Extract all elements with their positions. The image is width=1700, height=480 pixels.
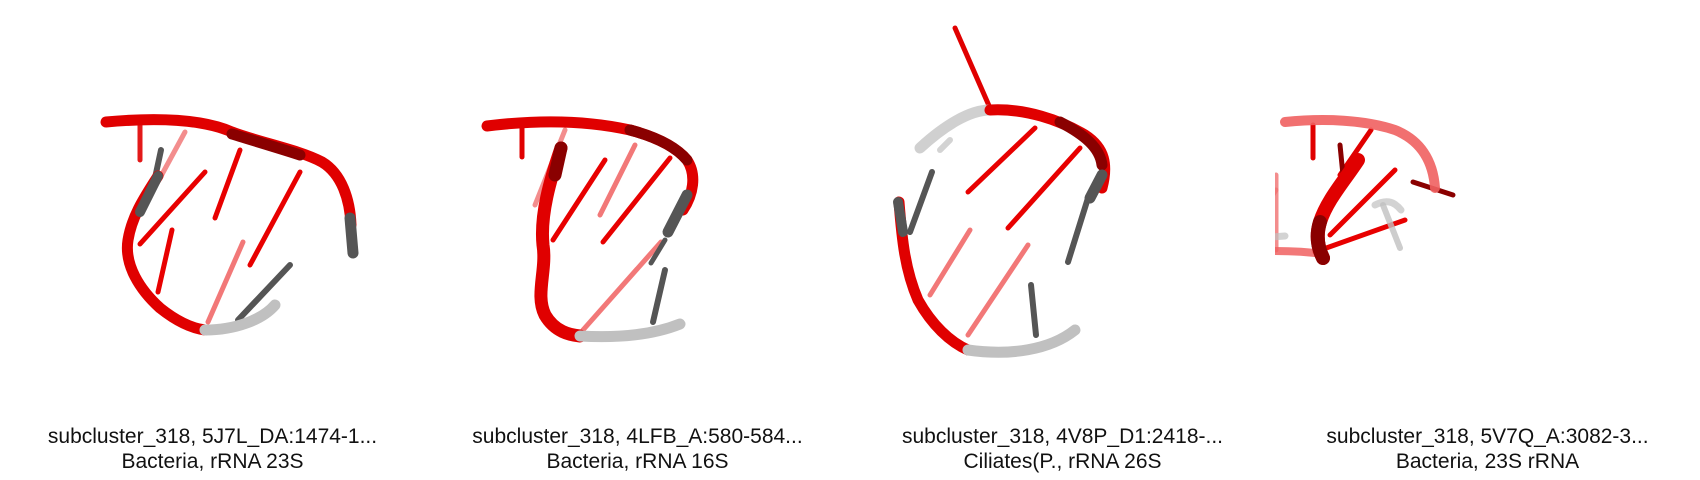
structure-title: subcluster_318, 4LFB_A:580-584... (472, 425, 803, 448)
structure-title: subcluster_318, 4V8P_D1:2418-... (901, 425, 1224, 448)
structure-panel-2[interactable]: subcluster_318, 4LFB_A:580-584... Bacter… (425, 0, 850, 480)
structure-subtitle: Ciliates(P., rRNA 26S (963, 450, 1162, 473)
structure-title: subcluster_318, 5J7L_DA:1474-1... (47, 425, 378, 448)
rna-structure-image-4 (1275, 115, 1456, 265)
structure-subtitle: Bacteria, rRNA 23S (121, 450, 304, 473)
structure-subtitle: Bacteria, 23S rRNA (1395, 450, 1580, 473)
structure-subtitle: Bacteria, rRNA 16S (546, 450, 729, 473)
rna-structure-image-2 (481, 116, 699, 343)
structure-panel-3[interactable]: subcluster_318, 4V8P_D1:2418-... Ciliate… (850, 0, 1275, 480)
structure-title: subcluster_318, 5V7Q_A:3082-3... (1326, 425, 1649, 448)
rna-structure-image-1 (100, 114, 359, 336)
rna-structure-image-3 (893, 25, 1111, 358)
structure-panel-1[interactable]: subcluster_318, 5J7L_DA:1474-1... Bacter… (0, 0, 425, 480)
structure-panel-4[interactable]: subcluster_318, 5V7Q_A:3082-3... Bacteri… (1275, 0, 1700, 480)
